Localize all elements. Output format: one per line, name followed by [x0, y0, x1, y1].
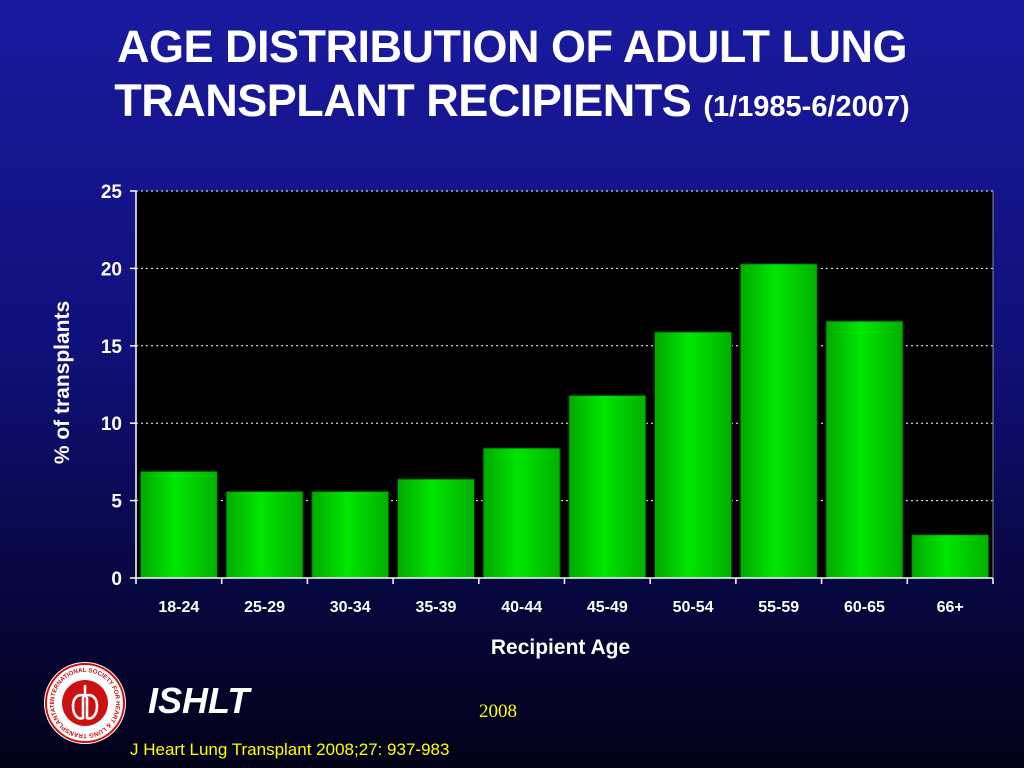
bar-66+ [911, 534, 990, 579]
footer-year: 2008 [479, 701, 517, 722]
bar-55-59 [739, 263, 818, 579]
bar-50-54 [653, 331, 733, 579]
y-tick-label-20: 20 [101, 259, 122, 280]
title-line-2-main: TRANSPLANT RECIPIENTS [114, 75, 692, 126]
bar-35-39 [396, 478, 476, 579]
y-tick-label-5: 5 [111, 492, 122, 513]
bar-18-24 [139, 470, 218, 579]
y-tick-label-25: 25 [101, 182, 123, 203]
title-date-range: (1/1985-6/2007) [703, 91, 910, 123]
title-line-1: AGE DISTRIBUTION OF ADULT LUNG [117, 21, 907, 72]
x-tick-label-25-29: 25-29 [244, 599, 285, 616]
x-tick-label-18-24: 18-24 [158, 599, 199, 616]
seal-outer-border [45, 663, 125, 743]
ishlt-label: ISHLT [148, 680, 250, 721]
bar-60-65 [825, 320, 904, 579]
page-title: AGE DISTRIBUTION OF ADULT LUNG TRANSPLAN… [0, 20, 1024, 134]
x-tick-label-60-65: 60-65 [844, 599, 885, 616]
x-tick-label-45-49: 45-49 [587, 599, 628, 616]
bar-25-29 [225, 490, 304, 579]
x-tick-label-40-44: 40-44 [501, 599, 542, 616]
bar-45-49 [568, 394, 647, 579]
y-tick-label-0: 0 [111, 569, 122, 590]
bar-30-34 [311, 490, 390, 579]
seal-lungs-heart-emblem [71, 684, 99, 720]
bar-40-44 [482, 447, 561, 579]
x-tick-label-35-39: 35-39 [415, 599, 456, 616]
y-axis-title: % of transplants [51, 301, 74, 464]
title-line-2: TRANSPLANT RECIPIENTS (1/1985-6/2007) [0, 74, 1024, 134]
footer-citation: J Heart Lung Transplant 2008;27: 937-983 [130, 740, 450, 759]
y-tick-label-15: 15 [101, 337, 123, 358]
y-tick-label-10: 10 [101, 414, 122, 435]
x-tick-label-66+: 66+ [937, 599, 964, 616]
x-axis-title: Recipient Age [491, 636, 630, 659]
x-tick-label-30-34: 30-34 [330, 599, 371, 616]
x-tick-label-50-54: 50-54 [673, 599, 714, 616]
ishlt-seal-icon: INTERNATIONAL SOCIETY FOR HEART & LUNG T… [42, 660, 126, 744]
x-tick-label-55-59: 55-59 [758, 599, 799, 616]
